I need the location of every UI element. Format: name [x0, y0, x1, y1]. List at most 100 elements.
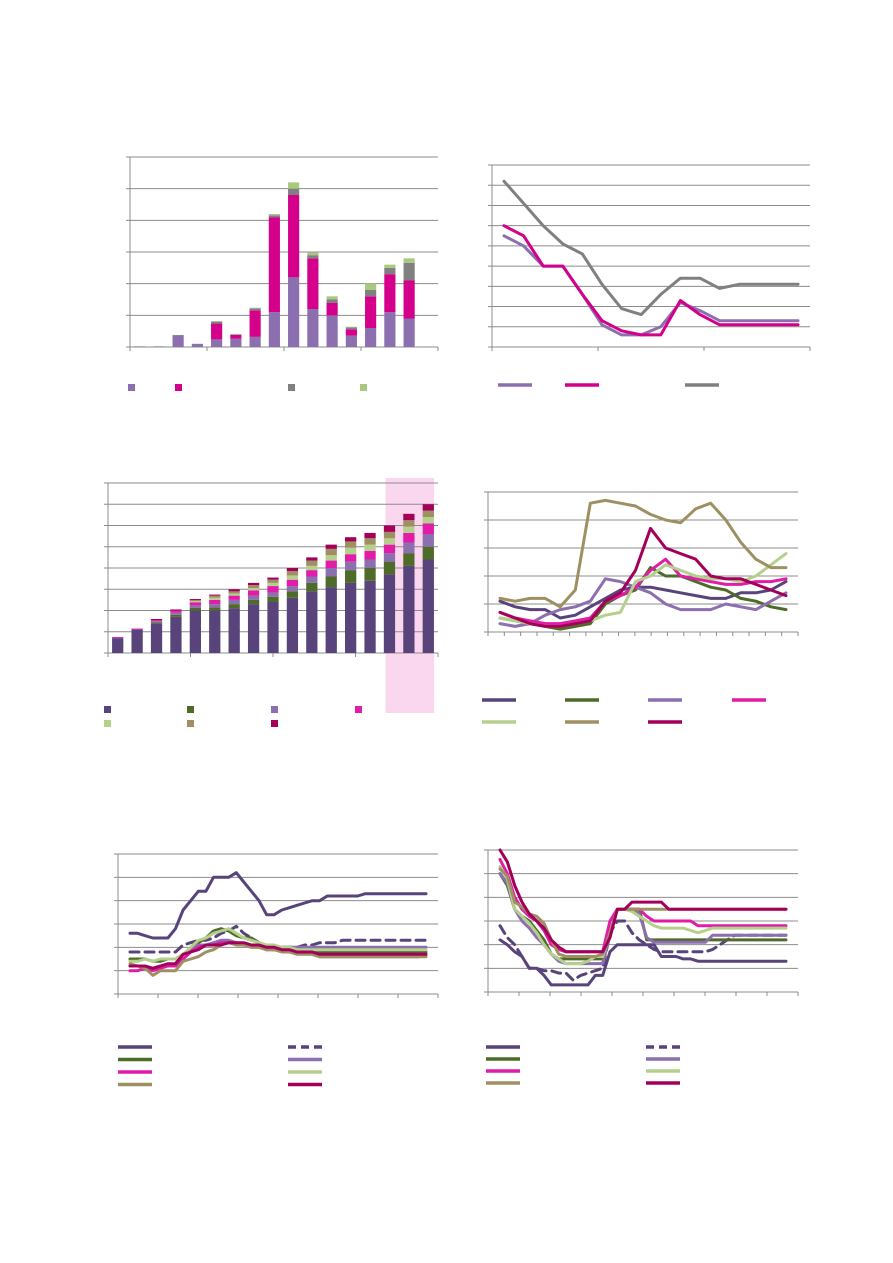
c3-bar-segment: [345, 541, 357, 548]
c3-bar-segment: [403, 526, 415, 533]
c3-bar-segment: [383, 574, 396, 653]
chart-2-panel: [470, 150, 811, 400]
c3-bar-segment: [209, 604, 221, 608]
c1-bar-segment: [307, 258, 319, 309]
c1-bar-segment: [249, 308, 261, 311]
c3-bar-segment: [345, 537, 357, 542]
chart-1-panel: [90, 140, 450, 400]
c1-bar-segment: [384, 274, 396, 313]
c1-bar-segment: [211, 339, 223, 347]
c1-bar-segment: [249, 310, 261, 337]
c3-bar-segment: [112, 637, 124, 639]
c1-bar-segment: [172, 335, 184, 347]
c1-bar-segment: [326, 296, 338, 300]
c2-series-line-2: [502, 224, 800, 337]
c3-bar-segment: [325, 587, 337, 653]
c3-bar-segment: [189, 605, 201, 608]
c1-legend-swatch: [288, 384, 295, 391]
c3-bar-segment: [209, 599, 221, 605]
c1-bar-segment: [268, 312, 280, 347]
c3-bar-segment: [150, 621, 163, 623]
c4-series-line-7: [498, 526, 788, 628]
c1-bar-segment: [403, 318, 415, 347]
c3-bar-segment: [267, 586, 279, 593]
c3-bar-segment: [247, 582, 260, 585]
c3-bar-segment: [209, 607, 221, 611]
c1-legend-swatch: [360, 384, 367, 391]
c3-bar-segment: [364, 538, 376, 545]
c3-bar-segment: [403, 513, 415, 521]
c3-bar-segment: [403, 532, 415, 543]
c3-bar-segment: [345, 561, 357, 571]
c3-bar-segment: [383, 553, 396, 562]
chart-5: [114, 853, 439, 1087]
c1-bar-segment: [153, 346, 165, 347]
c1-bar-segment: [403, 280, 415, 319]
c3-bar-segment: [422, 534, 434, 547]
c3-bar-segment: [345, 547, 357, 555]
c3-bar-segment: [403, 565, 415, 653]
c1-bar-segment: [345, 329, 357, 336]
c3-bar-segment: [325, 548, 337, 556]
c3-bar-segment: [286, 575, 299, 580]
c3-bar-segment: [306, 560, 318, 566]
c3-bar-segment: [189, 602, 201, 606]
c1-bar-segment: [211, 323, 223, 340]
c3-bar-segment: [286, 579, 299, 587]
c3-bar-segment: [150, 622, 163, 624]
c1-bar-segment: [345, 327, 357, 330]
c1-bar-segment: [230, 334, 242, 339]
c3-bar-segment: [267, 596, 279, 602]
c1-bar-segment: [365, 283, 377, 290]
c3-bar-segment: [267, 577, 279, 580]
c4-series-line-1: [498, 580, 788, 620]
c3-bar-segment: [170, 616, 182, 653]
c3-bar-segment: [422, 517, 434, 524]
c3-bar-segment: [209, 594, 221, 596]
c1-legend-swatch: [175, 384, 182, 391]
c3-bar-segment: [383, 525, 396, 532]
c1-bar-segment: [134, 346, 146, 347]
c3-bar-segment: [422, 559, 434, 653]
c3-bar-segment: [364, 544, 376, 551]
c3-legend-swatch: [271, 720, 278, 727]
c3-legend-swatch: [104, 720, 111, 727]
c1-bar-segment: [288, 188, 300, 195]
c1-bar-segment: [288, 195, 300, 278]
c3-legend-swatch: [271, 706, 278, 713]
c3-bar-segment: [306, 570, 318, 577]
c1-bar-segment: [191, 343, 203, 347]
c3-bar-segment: [345, 570, 357, 583]
c3-bar-segment: [112, 638, 124, 653]
c3-bar-segment: [306, 582, 318, 592]
chart-6-panel: [470, 840, 810, 1090]
c3-bar-segment: [170, 610, 182, 613]
c3-bar-segment: [306, 557, 318, 561]
chart-4: [482, 491, 799, 724]
c3-bar-segment: [422, 523, 434, 534]
c3-bar-segment: [131, 629, 143, 653]
c3-bar-segment: [286, 597, 299, 653]
c2-series-line-3: [502, 179, 800, 317]
c3-bar-segment: [209, 597, 221, 600]
chart-5-panel: [90, 840, 450, 1100]
c1-bar-segment: [326, 302, 338, 316]
c3-legend-swatch: [187, 706, 194, 713]
c5-series-line-2: [128, 924, 428, 954]
c3-bar-segment: [247, 590, 260, 596]
c3-bar-segment: [325, 568, 337, 577]
c3-bar-segment: [383, 544, 396, 554]
c3-legend-swatch: [355, 706, 362, 713]
c3-bar-segment: [267, 582, 279, 587]
chart-3-panel: [90, 475, 450, 735]
c3-bar-segment: [383, 538, 396, 545]
c3-bar-segment: [403, 553, 415, 566]
c1-bar-segment: [326, 315, 338, 347]
c3-bar-segment: [228, 595, 240, 600]
c3-bar-segment: [247, 585, 260, 589]
chart-3: [104, 478, 439, 727]
c1-bar-segment: [307, 309, 319, 347]
c3-bar-segment: [150, 623, 163, 653]
c3-bar-segment: [267, 602, 279, 653]
c3-bar-segment: [209, 595, 221, 598]
